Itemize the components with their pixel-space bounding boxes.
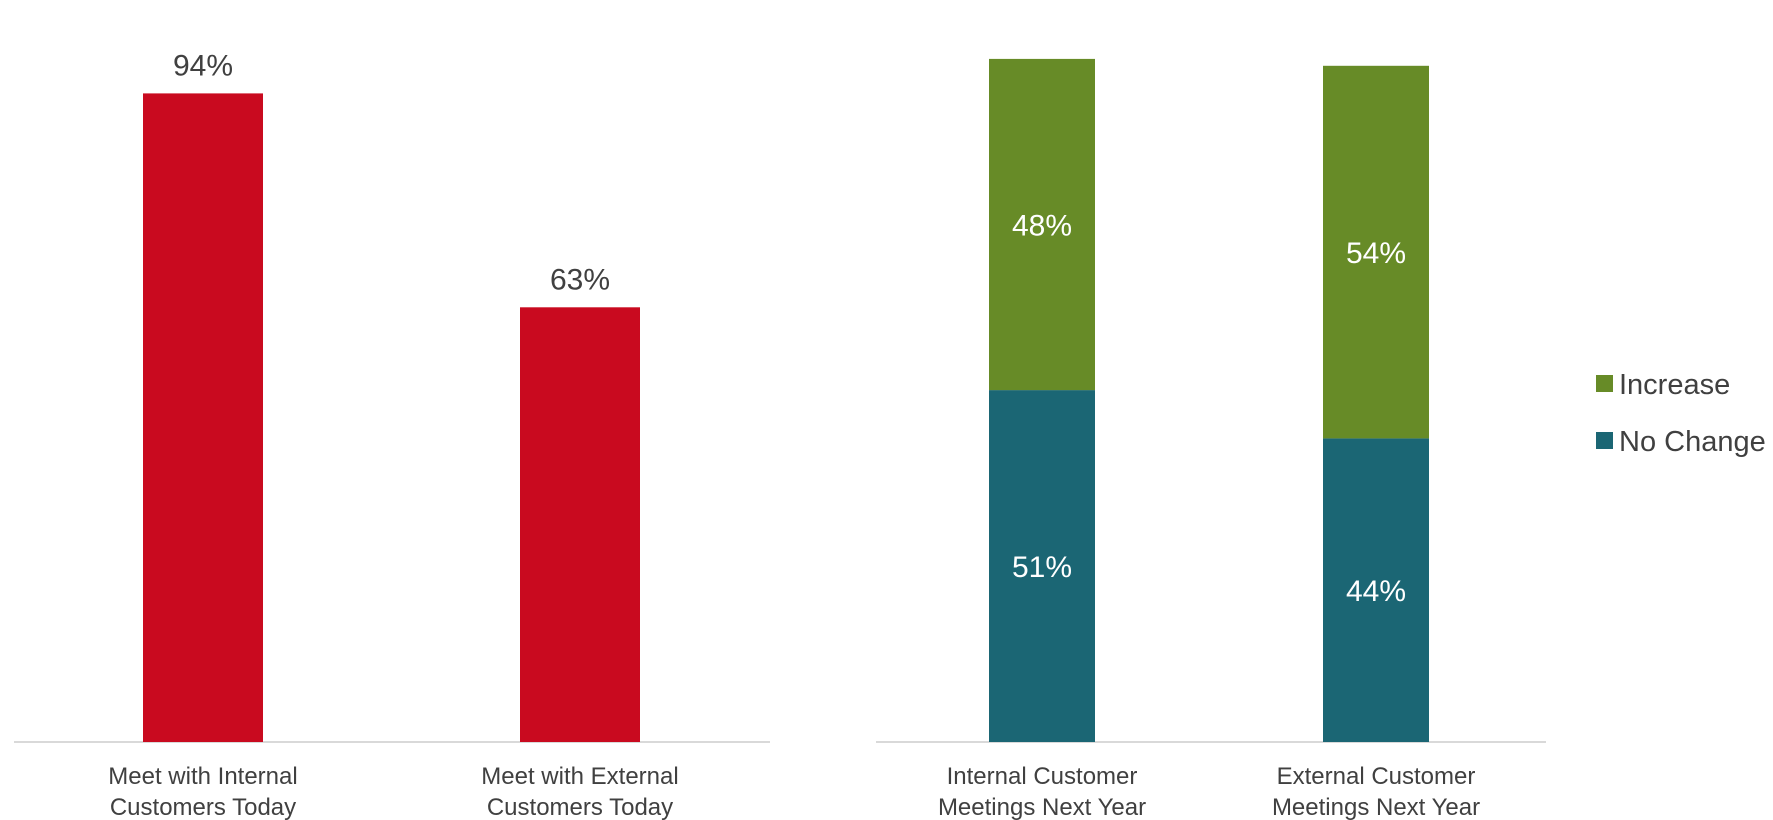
chart1-bar [520, 307, 640, 742]
chart1-category-label: Customers Today [110, 794, 296, 820]
chart2-data-label-increase: 48% [1012, 210, 1072, 243]
chart1-category-label: Meet with External [481, 763, 678, 790]
chart1-data-label: 94% [173, 49, 233, 82]
chart2-data-label-increase: 54% [1346, 237, 1406, 270]
chart1-data-label: 63% [550, 263, 610, 296]
chart2-category-label: External Customer [1277, 763, 1476, 790]
chart2-category-label: Meetings Next Year [938, 794, 1146, 820]
legend-label-no-change: No Change [1619, 426, 1766, 458]
chart1-bar [143, 93, 263, 742]
chart1-category-label: Meet with Internal [108, 763, 297, 790]
chart2-category-label: Meetings Next Year [1272, 794, 1480, 820]
chart2-data-label-no-change: 51% [1012, 551, 1072, 584]
chart2-bar-no-change [1323, 438, 1429, 742]
chart2-bar-no-change [989, 390, 1095, 742]
legend-label-increase: Increase [1619, 369, 1730, 401]
chart2-bar-increase [989, 58, 1095, 391]
legend-swatch-no-change [1596, 432, 1613, 449]
chart2-bar-increase [1323, 65, 1429, 439]
chart2-category-label: Internal Customer [947, 763, 1138, 790]
chart1-category-label: Customers Today [487, 794, 673, 820]
chart2-data-label-no-change: 44% [1346, 575, 1406, 608]
legend-swatch-increase [1596, 375, 1613, 392]
